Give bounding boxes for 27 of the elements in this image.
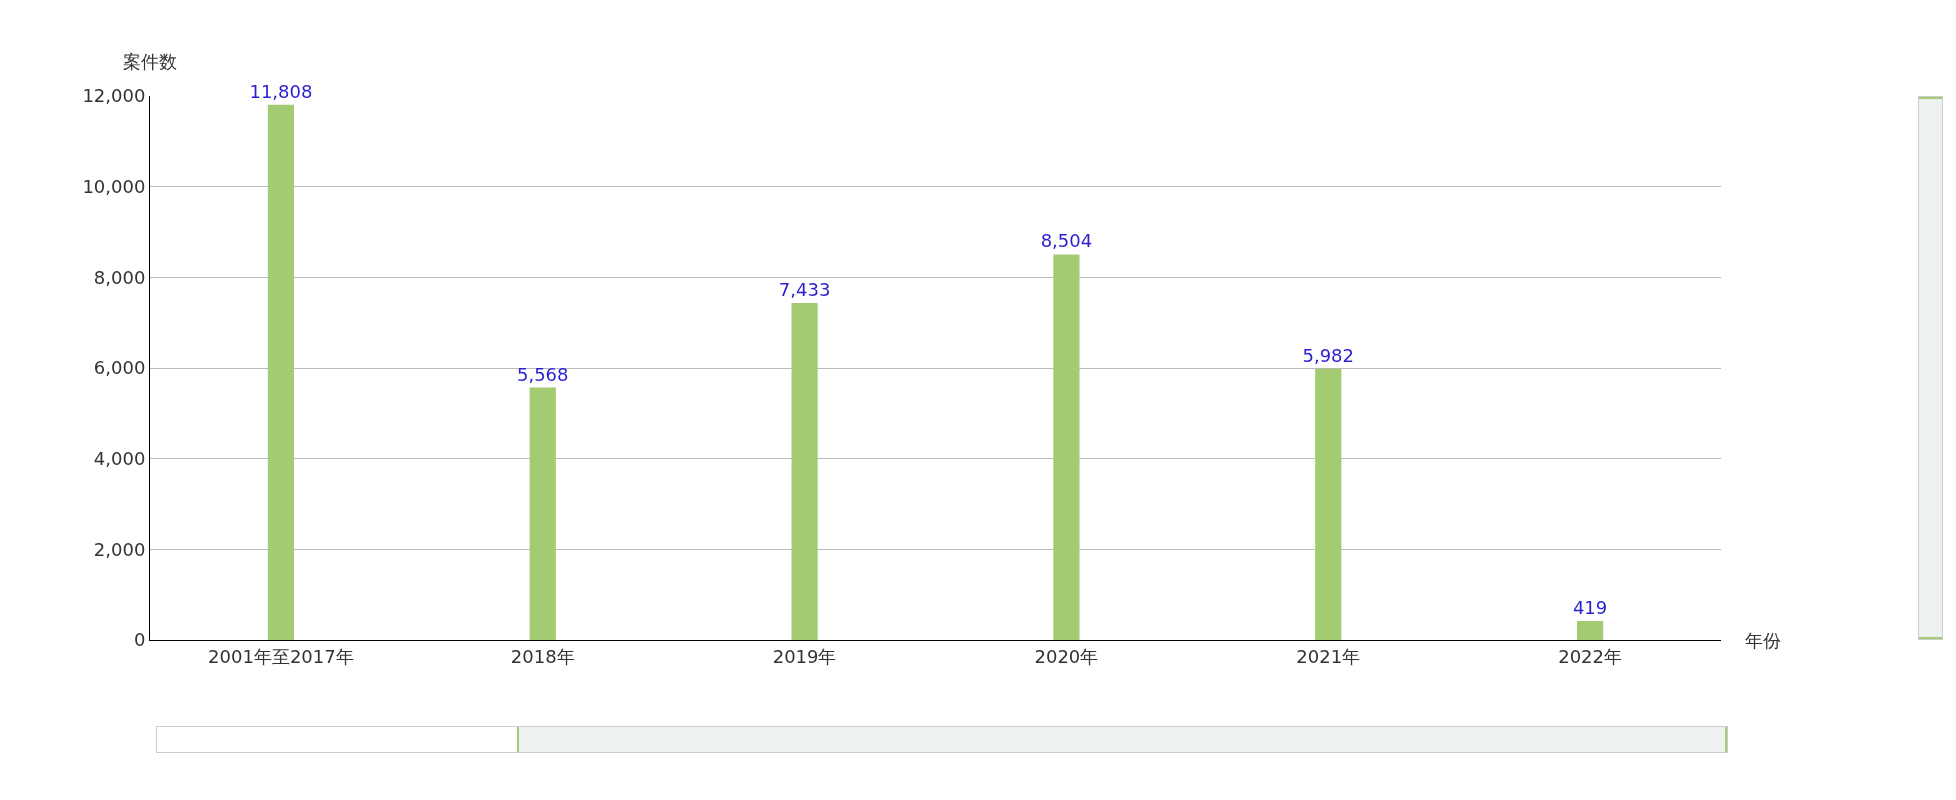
y-tick-label: 4,000 bbox=[93, 447, 146, 469]
data-label: 5,982 bbox=[1302, 344, 1355, 366]
y-tick-label: 12,000 bbox=[82, 85, 146, 107]
bar bbox=[529, 387, 556, 640]
x-tick-label: 2020年 bbox=[1034, 645, 1099, 667]
data-label: 419 bbox=[1572, 597, 1608, 619]
data-label: 11,808 bbox=[249, 80, 313, 102]
y-tick-label: 0 bbox=[133, 629, 146, 651]
y-axis-title: 案件数 bbox=[123, 51, 177, 72]
x-tick-label: 2019年 bbox=[772, 645, 837, 667]
data-label: 7,433 bbox=[778, 279, 831, 301]
bar bbox=[1576, 621, 1604, 640]
x-tick-label: 2021年 bbox=[1296, 645, 1361, 667]
x-axis-title: 年份 bbox=[1745, 630, 1781, 651]
x-tick-label: 2022年 bbox=[1558, 645, 1622, 667]
bar bbox=[267, 104, 295, 640]
bar bbox=[1053, 254, 1080, 640]
x-tick-label: 2001年至2017年 bbox=[208, 645, 354, 667]
data-label: 8,504 bbox=[1040, 230, 1093, 252]
bar bbox=[1315, 368, 1342, 640]
x-tick-label: 2018年 bbox=[510, 645, 575, 667]
y-tick-label: 2,000 bbox=[93, 538, 146, 560]
data-label: 5,568 bbox=[516, 363, 569, 385]
bar bbox=[791, 303, 818, 640]
y-tick-label: 8,000 bbox=[93, 266, 146, 288]
y-tick-label: 6,000 bbox=[93, 357, 146, 379]
y-tick-label: 10,000 bbox=[82, 175, 146, 197]
